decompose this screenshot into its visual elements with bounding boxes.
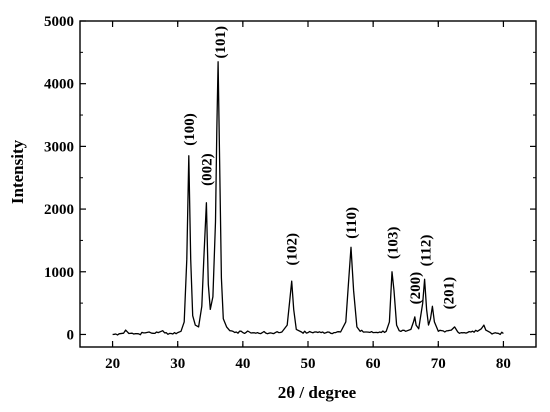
y-tick-label: 3000 bbox=[44, 139, 74, 155]
y-tick-label: 0 bbox=[67, 327, 75, 343]
peak-label: (200) bbox=[408, 272, 424, 305]
x-tick-label: 60 bbox=[366, 356, 381, 372]
y-tick-label: 2000 bbox=[44, 202, 74, 218]
peak-label: (100) bbox=[182, 113, 198, 146]
peak-label: (101) bbox=[213, 26, 229, 59]
peak-label: (201) bbox=[442, 277, 458, 310]
y-axis-title: Intensity bbox=[8, 139, 27, 204]
peak-label: (110) bbox=[344, 207, 360, 239]
x-tick-label: 30 bbox=[170, 356, 185, 372]
plot-area: 20 30 40 50 60 70 80 0 1000 2000 3000 4000 5000 (100)… bbox=[44, 14, 537, 372]
y-tick-label: 1000 bbox=[44, 265, 74, 281]
x-tick-label: 80 bbox=[496, 356, 511, 372]
x-tick-label: 40 bbox=[235, 356, 250, 372]
y-tick-label: 4000 bbox=[44, 77, 74, 93]
peak-label: (112) bbox=[418, 235, 434, 267]
x-axis-title: 2θ / degree bbox=[278, 383, 357, 402]
xrd-pattern-line bbox=[112, 61, 504, 336]
x-tick-label: 70 bbox=[431, 356, 446, 372]
x-tick-label: 20 bbox=[105, 356, 120, 372]
x-tick-label: 50 bbox=[301, 356, 316, 372]
peak-label: (103) bbox=[386, 227, 402, 260]
peak-label: (002) bbox=[199, 153, 215, 186]
y-tick-label: 5000 bbox=[44, 14, 74, 30]
plot-frame bbox=[79, 20, 537, 348]
peak-label: (102) bbox=[285, 233, 301, 266]
